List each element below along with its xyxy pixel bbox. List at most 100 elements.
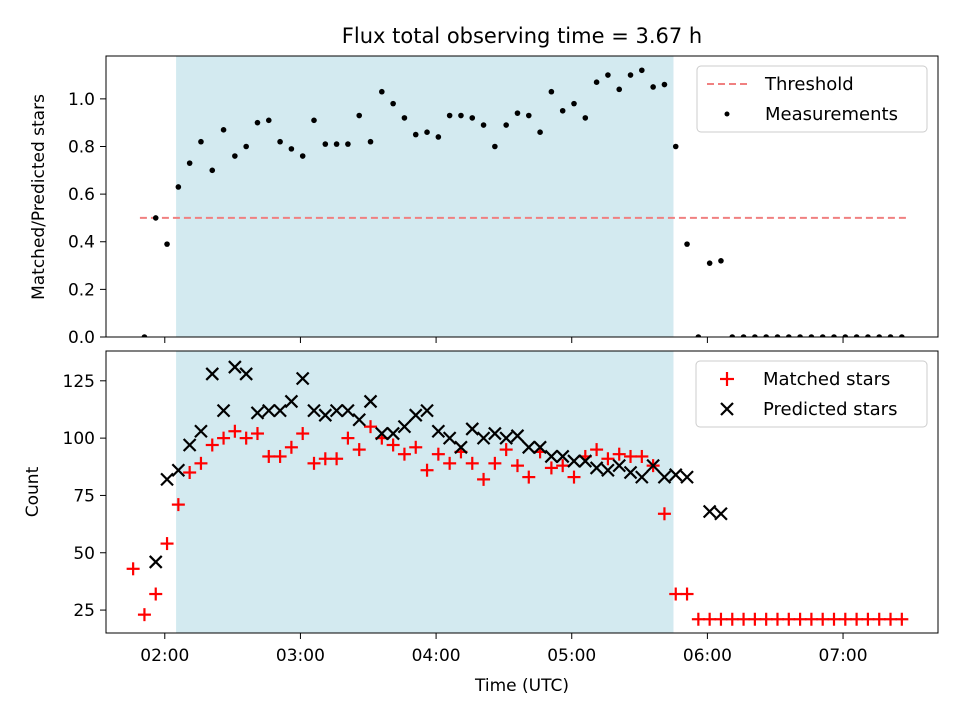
matched-star-point	[793, 612, 807, 626]
top-legend-box	[696, 65, 928, 133]
x-tick-label: 05:00	[547, 646, 596, 666]
matched-star-point	[341, 431, 355, 445]
predicted-star-point	[454, 440, 468, 455]
matched-star-point	[126, 562, 140, 576]
star-count-points	[126, 360, 909, 626]
bottom-legend-box	[695, 360, 928, 428]
y-tick-label: 0.6	[68, 185, 95, 205]
measurement-point	[729, 334, 736, 337]
measurement-point	[763, 334, 769, 337]
matched-star-point	[544, 461, 558, 475]
measurement-point	[627, 72, 634, 78]
measurement-point	[412, 131, 419, 138]
top-panel: 0.0 0.2 0.4 0.6 0.8 1.0 Matched/Predicted sta…	[29, 55, 939, 348]
measurement-point	[232, 153, 238, 159]
predicted-star-point	[465, 422, 480, 436]
observing-window-shade-bottom	[176, 351, 674, 633]
legend-predicted-label: Predicted stars	[763, 399, 897, 420]
predicted-star-point	[239, 367, 253, 381]
measurement-point	[480, 122, 487, 128]
matched-star-point	[827, 612, 841, 626]
measurement-point	[582, 115, 589, 121]
matched-star-point	[522, 470, 536, 484]
predicted-star-point	[646, 458, 660, 473]
legend-measurements-swatch	[724, 111, 730, 117]
matched-star-point	[296, 427, 310, 441]
measurement-point	[277, 138, 283, 145]
predicted-star-point	[601, 463, 615, 477]
predicted-star-point	[668, 468, 683, 482]
predicted-star-point	[295, 371, 310, 386]
predicted-star-point	[567, 454, 581, 468]
measurement-point	[797, 334, 803, 337]
legend-matched-swatch	[720, 372, 734, 386]
matched-star-point	[443, 456, 457, 470]
predicted-star-point	[307, 403, 321, 418]
predicted-star-point	[589, 461, 604, 475]
predicted-star-point	[160, 472, 174, 487]
measurement-point	[424, 129, 430, 136]
top-y-axis-label: Matched/Predicted stars	[29, 94, 49, 300]
measurement-point	[593, 79, 600, 85]
matched-star-point	[250, 427, 264, 441]
matched-star-point	[137, 608, 151, 622]
matched-star-point	[397, 447, 411, 461]
matched-star-point	[477, 472, 491, 486]
bottom-x-ticks: 02:00 03:00 04:00 05:00 06:00 07:00	[140, 633, 868, 666]
measurement-point	[446, 112, 453, 119]
measurement-point	[887, 334, 894, 337]
matched-star-point	[601, 452, 615, 466]
y-tick-label: 1.0	[68, 90, 95, 110]
chart-title: Flux total observing time = 3.67 h	[342, 24, 702, 48]
measurement-point	[469, 115, 476, 121]
predicted-star-point	[702, 504, 717, 519]
bottom-y-axis-label: Count	[23, 466, 43, 517]
measurement-point	[684, 241, 690, 247]
predicted-star-point	[262, 403, 276, 418]
bottom-legend: Matched stars Predicted stars	[695, 360, 928, 428]
predicted-star-point	[431, 424, 446, 439]
y-tick-label: 50	[73, 544, 95, 564]
matched-star-point	[499, 443, 513, 457]
measurement-point	[345, 141, 351, 147]
matched-star-point	[703, 612, 717, 626]
predicted-star-point	[182, 438, 197, 452]
measurement-point	[706, 260, 713, 266]
y-tick-label: 25	[73, 601, 95, 621]
measurement-point	[503, 122, 509, 128]
measurement-points	[141, 67, 905, 337]
predicted-star-point	[397, 419, 412, 434]
matched-star-point	[556, 459, 570, 473]
matched-star-point	[657, 507, 671, 521]
y-tick-label: 0.8	[68, 137, 95, 157]
x-tick-label: 02:00	[140, 646, 189, 666]
measurement-point	[831, 334, 837, 337]
predicted-star-point	[386, 426, 400, 441]
predicted-star-point	[194, 424, 208, 439]
matched-star-point	[217, 431, 231, 445]
y-tick-label: 75	[73, 486, 95, 506]
matched-star-point	[465, 456, 479, 470]
matched-star-point	[770, 612, 784, 626]
measurement-point	[152, 215, 159, 221]
predicted-star-point	[544, 449, 559, 464]
measurement-point	[672, 143, 679, 150]
predicted-star-point	[375, 426, 389, 441]
measurement-point	[865, 334, 871, 337]
predicted-star-point	[522, 440, 536, 455]
predicted-star-point	[555, 449, 570, 464]
measurement-point	[220, 127, 227, 133]
matched-star-point	[171, 498, 185, 512]
matched-star-point	[228, 424, 242, 438]
matched-star-point	[635, 449, 649, 463]
predicted-star-point	[657, 470, 672, 484]
measurement-point	[492, 143, 498, 150]
measurement-point	[435, 134, 442, 140]
predicted-star-point	[533, 440, 547, 455]
measurement-point	[548, 88, 555, 95]
matched-star-point	[160, 537, 174, 551]
matched-star-point	[838, 612, 852, 626]
matched-star-point	[895, 612, 909, 626]
matched-star-point	[850, 612, 864, 626]
